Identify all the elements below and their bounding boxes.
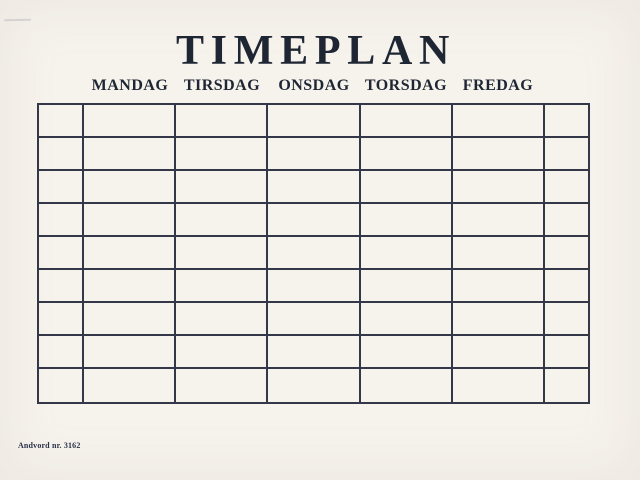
day-cell [452,303,545,336]
day-cell [268,336,361,369]
right-gutter-cell [544,171,588,204]
day-header-row: MANDAG TIRSDAG ONSDAG TORSDAG FREDAG [84,77,544,95]
day-cell [84,336,177,369]
day-cell [452,204,545,237]
right-gutter-cell [544,204,588,237]
left-gutter-cell [39,171,84,204]
day-cell [176,138,269,171]
left-gutter-cell [39,336,84,369]
day-cell [176,270,269,303]
day-cell [452,336,545,369]
day-cell [361,369,453,402]
day-cell [360,237,453,270]
day-cell [360,270,453,303]
day-cell [360,171,453,204]
day-cell [452,270,545,303]
day-cell [84,105,177,138]
day-header-mandag: MANDAG [91,77,169,94]
left-gutter-cell [39,369,84,402]
left-gutter-cell [39,303,84,336]
left-gutter-cell [39,204,84,237]
day-cell [176,303,269,336]
day-cell [176,369,269,402]
day-cell [452,171,545,204]
day-cell [176,105,269,138]
day-cell [176,204,269,237]
day-cell [84,171,177,204]
page-title: TIMEPLAN [175,28,457,74]
day-cell [268,369,361,402]
day-cell [268,138,361,171]
day-header-fredag: FREDAG [462,77,534,94]
day-header-torsdag: TORSDAG [364,77,448,94]
day-cell [176,336,269,369]
day-header-tirsdag: TIRSDAG [183,77,261,94]
imprint-text: Andvord nr. 3162 [18,441,81,450]
day-cell [268,270,361,303]
day-cell [268,171,361,204]
day-cell [176,171,269,204]
day-cell [84,270,177,303]
timetable-grid [37,103,590,404]
right-gutter-cell [545,369,588,402]
day-cell [84,138,177,171]
day-cell [360,336,453,369]
left-gutter-cell [39,138,84,171]
right-gutter-cell [544,270,588,303]
day-cell [176,237,269,270]
day-cell [268,105,361,138]
day-cell [268,303,361,336]
scan-scratch-mark [3,18,32,22]
day-cell [268,237,361,270]
day-cell [452,237,545,270]
day-cell [452,105,545,138]
day-cell [360,204,453,237]
left-gutter-cell [39,105,84,138]
left-gutter-cell [39,270,84,303]
day-cell [360,303,453,336]
right-gutter-cell [544,105,588,138]
day-cell [84,303,177,336]
day-cell [84,237,177,270]
right-gutter-cell [544,237,588,270]
right-gutter-cell [544,336,588,369]
day-cell [84,204,177,237]
day-cell [453,369,545,402]
day-cell [84,369,177,402]
day-cell [360,138,453,171]
day-cell [268,204,361,237]
left-gutter-cell [39,237,84,270]
day-cell [452,138,545,171]
day-cell [360,105,453,138]
right-gutter-cell [544,138,588,171]
right-gutter-cell [544,303,588,336]
day-header-onsdag: ONSDAG [278,77,350,94]
